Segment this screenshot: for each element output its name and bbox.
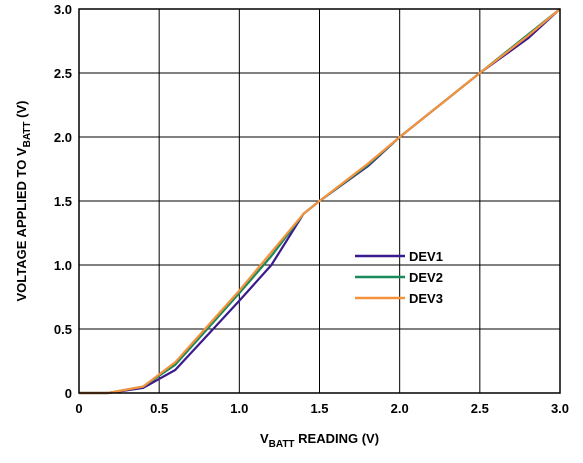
x-axis-label-rest: READING (V): [295, 431, 380, 446]
x-tick-label: 2.0: [391, 401, 409, 416]
y-tick-label: 2.5: [54, 66, 72, 81]
legend: DEV1 DEV2 DEV3: [355, 249, 443, 306]
x-tick-label: 1.0: [230, 401, 248, 416]
series-line-dev3: [79, 8, 561, 395]
x-tick-label: 2.5: [471, 401, 489, 416]
x-tick-label: 0: [75, 401, 82, 416]
y-tick-label: 0.5: [54, 322, 72, 337]
x-tick-label: 1.5: [310, 401, 328, 416]
x-tick-label: 0.5: [150, 401, 168, 416]
y-tick-label: 2.0: [54, 130, 72, 145]
y-axis-label: VOLTAGE APPLIED TO VBATT (V): [14, 101, 33, 302]
plot-frame: [78, 8, 561, 394]
y-tick-label: 0: [65, 386, 72, 401]
legend-label-dev3: DEV3: [409, 291, 443, 306]
y-axis-label-main: VOLTAGE APPLIED TO V: [14, 147, 29, 301]
tick-labels: 0 0.5 1.0 1.5 2.0 2.5 3.0 0 0.5 1.0 1.5 2.0 2.5 3.0: [54, 2, 569, 416]
x-axis-label-sub: BATT: [269, 439, 295, 450]
legend-label-dev1: DEV1: [409, 249, 443, 264]
x-tick-label: 3.0: [551, 401, 569, 416]
y-tick-label: 1.0: [54, 258, 72, 273]
series-lines: [79, 8, 561, 395]
legend-label-dev2: DEV2: [409, 270, 443, 285]
x-axis-label-main: V: [260, 431, 269, 446]
y-tick-label: 1.5: [54, 194, 72, 209]
y-tick-label: 3.0: [54, 2, 72, 17]
y-axis-label-sub: BATT: [22, 121, 33, 147]
y-axis-label-rest: (V): [14, 101, 29, 122]
x-axis-label: VBATT READING (V): [260, 431, 379, 450]
